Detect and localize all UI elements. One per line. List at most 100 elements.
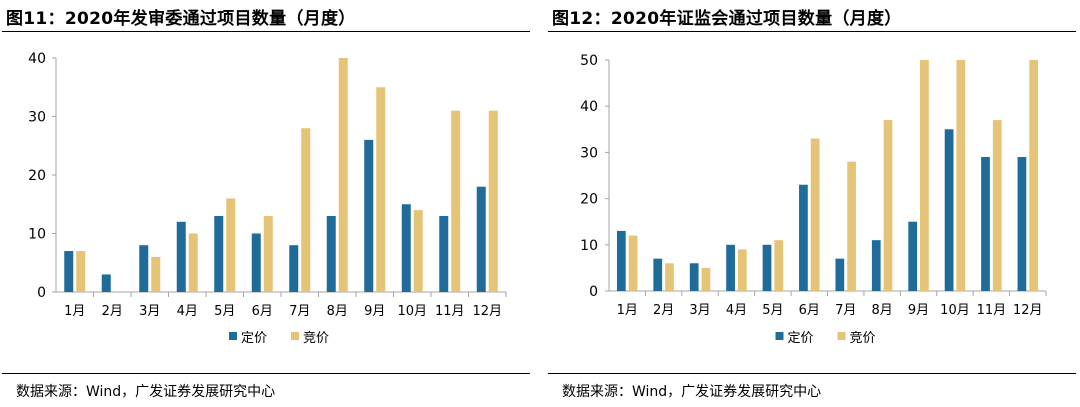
y-tick-label: 10 — [28, 227, 46, 243]
bar-dingjia — [981, 157, 990, 291]
bar-jingjia — [451, 110, 461, 293]
x-tick-label: 3月 — [139, 304, 160, 319]
bar-jingjia — [628, 235, 638, 291]
bar-jingjia — [263, 215, 273, 292]
x-tick-label: 10月 — [397, 304, 427, 319]
x-tick-label: 4月 — [177, 304, 198, 319]
x-tick-label: 6月 — [252, 304, 273, 319]
source-note: 数据来源：Wind，广发证券发展研究中心 — [562, 384, 822, 400]
legend-swatch — [229, 332, 237, 340]
bar-jingjia — [226, 198, 236, 292]
x-tick-label: 2月 — [102, 304, 123, 319]
bar-dingjia — [214, 215, 224, 292]
bar-dingjia — [689, 263, 699, 291]
x-tick-label: 3月 — [689, 303, 710, 318]
bar-jingjia — [701, 267, 711, 291]
title-divider — [2, 31, 530, 32]
bar-jingjia — [188, 233, 198, 292]
bar-jingjia — [76, 251, 86, 292]
bar-dingjia — [176, 221, 186, 292]
bar-dingjia — [401, 204, 411, 292]
bar-jingjia — [338, 58, 348, 292]
bar-dingjia — [726, 244, 735, 291]
x-tick-label: 11月 — [435, 304, 465, 319]
x-tick-label: 6月 — [799, 303, 820, 318]
bar-dingjia — [326, 215, 336, 292]
x-tick-label: 9月 — [364, 304, 385, 319]
legend-swatch — [775, 332, 784, 340]
y-tick-label: 0 — [589, 284, 598, 300]
bar-jingjia — [151, 256, 161, 292]
x-tick-label: 4月 — [726, 303, 747, 318]
bar-jingjia — [847, 161, 856, 291]
bar-dingjia — [799, 184, 808, 291]
title-divider — [548, 31, 1076, 32]
y-tick-label: 30 — [28, 110, 46, 126]
source-divider — [548, 373, 1076, 374]
bar-jingjia — [737, 249, 747, 291]
y-tick-label: 40 — [28, 51, 46, 67]
x-tick-label: 2月 — [653, 303, 674, 318]
bar-jingjia — [992, 120, 1002, 291]
bar-dingjia — [908, 221, 918, 291]
bar-dingjia — [101, 274, 111, 292]
chart-title: 图12：2020年证监会通过项目数量（月度） — [552, 9, 902, 29]
source-divider — [2, 373, 530, 374]
y-tick-label: 20 — [580, 192, 598, 208]
bar-dingjia — [64, 251, 74, 292]
x-tick-label: 7月 — [835, 303, 856, 318]
bar-jingjia — [883, 120, 893, 291]
legend-swatch — [837, 332, 846, 340]
x-tick-label: 12月 — [1013, 303, 1043, 318]
x-tick-label: 8月 — [327, 304, 348, 319]
bar-dingjia — [251, 233, 261, 292]
bar-dingjia — [476, 186, 486, 292]
y-tick-label: 0 — [37, 285, 46, 301]
chart-panel-right: 图12：2020年证监会通过项目数量（月度） 0 10 20 30 40 50 1月 2月 3月… — [548, 0, 1078, 407]
source-note: 数据来源：Wind，广发证券发展研究中心 — [16, 384, 276, 400]
x-tick-label: 1月 — [617, 303, 638, 318]
legend-label: 定价 — [788, 331, 814, 346]
bar-jingjia — [488, 110, 498, 293]
bar-jingjia — [920, 60, 929, 291]
bar-dingjia — [835, 258, 845, 291]
bar-dingjia — [139, 245, 149, 292]
bar-dingjia — [762, 244, 772, 291]
legend-swatch — [291, 332, 299, 340]
x-tick-label: 11月 — [977, 303, 1007, 318]
bar-dingjia — [616, 230, 626, 291]
bar-jingjia — [376, 87, 386, 292]
bar-dingjia — [364, 139, 374, 292]
bar-jingjia — [774, 240, 784, 291]
chart-title: 图11：2020年发审委通过项目数量（月度） — [6, 9, 356, 29]
bar-jingjia — [301, 128, 311, 292]
chart-panel-left: 图11：2020年发审委通过项目数量（月度） 0 10 20 30 40 1月 2月 3月 4月… — [2, 0, 532, 407]
x-tick-label: 5月 — [762, 303, 783, 318]
bar-jingjia — [665, 263, 674, 291]
bar-dingjia — [439, 215, 449, 292]
x-tick-label: 5月 — [214, 304, 235, 319]
y-tick-label: 30 — [580, 145, 598, 161]
bar-dingjia — [1017, 157, 1027, 291]
bar-chart-zhengjianhui: 0 10 20 30 40 50 1月 2月 3月 4月 5月 6月 7月 8月 9月 10月 11月 12月定价… — [580, 53, 1047, 346]
bar-dingjia — [653, 258, 663, 291]
y-tick-label: 20 — [28, 168, 46, 184]
x-tick-label: 10月 — [940, 303, 970, 318]
x-tick-label: 9月 — [908, 303, 929, 318]
bar-dingjia — [944, 129, 954, 291]
legend-label: 竞价 — [303, 330, 329, 346]
bar-dingjia — [871, 240, 881, 291]
x-tick-label: 12月 — [472, 304, 502, 319]
bar-jingjia — [413, 210, 423, 292]
bar-jingjia — [810, 138, 820, 291]
x-tick-label: 7月 — [289, 304, 310, 319]
legend-label: 竞价 — [850, 330, 876, 346]
y-tick-label: 50 — [580, 53, 598, 69]
bar-dingjia — [289, 245, 299, 292]
y-tick-label: 40 — [580, 99, 598, 115]
bar-jingjia — [956, 60, 966, 291]
y-tick-label: 10 — [580, 238, 598, 254]
x-tick-label: 1月 — [64, 304, 85, 319]
bar-jingjia — [1029, 60, 1039, 291]
